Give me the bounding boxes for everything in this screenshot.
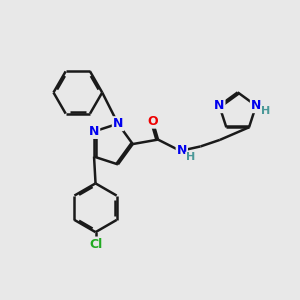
Text: O: O xyxy=(147,115,158,128)
Text: N: N xyxy=(113,117,123,130)
Text: Cl: Cl xyxy=(89,238,102,250)
Text: N: N xyxy=(251,99,261,112)
Text: N: N xyxy=(89,125,99,138)
Text: H: H xyxy=(261,106,270,116)
Text: N: N xyxy=(214,99,224,112)
Text: N: N xyxy=(177,144,187,158)
Text: H: H xyxy=(186,152,195,162)
